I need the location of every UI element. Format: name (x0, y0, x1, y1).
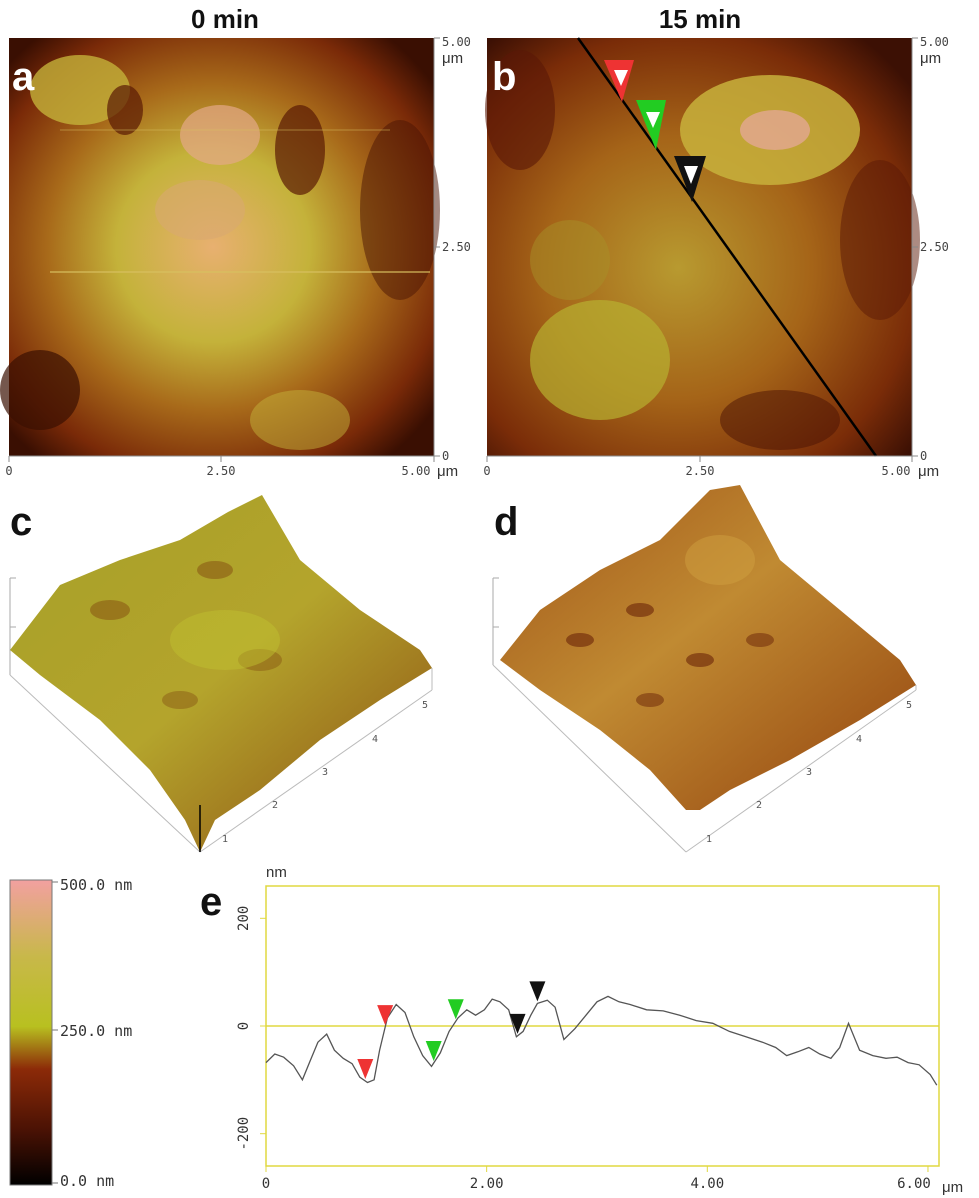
a-y-tick-0: 5.00 (442, 35, 471, 49)
c-tick-4: 4 (372, 734, 378, 745)
colorbar-label-min: 0.0 nm (60, 1172, 114, 1190)
profile-marker (425, 1041, 442, 1062)
c-tick-2: 2 (272, 800, 278, 811)
b-y-unit: μm (920, 50, 941, 67)
b-markers (604, 60, 706, 202)
b-y-tick-0: 5.00 (920, 35, 949, 49)
c-tick-5: 5 (422, 700, 428, 711)
b-x-tick-1: 2.50 (686, 464, 715, 478)
b-marker-green-inner (646, 112, 660, 128)
b-x-tick-0: 0 (483, 464, 490, 478)
panel-label-d: d (494, 500, 518, 544)
y-unit-label: nm (266, 864, 287, 881)
c-tick-1: 1 (222, 834, 228, 845)
profile-line (265, 995, 938, 1086)
panel-label-a: a (12, 55, 35, 99)
b-marker-black-inner (684, 166, 698, 184)
d-tick-5: 5 (906, 700, 912, 711)
title-0-min: 0 min (191, 4, 259, 34)
d-tick-3: 3 (806, 767, 812, 778)
b-x-tick-2: 5.00 (882, 464, 911, 478)
a-x-unit: μm (437, 463, 458, 480)
panel-label-c: c (10, 500, 32, 544)
height-colorbar (9, 879, 58, 1186)
profile-marker (529, 981, 546, 1002)
d-tick-4: 4 (856, 734, 862, 745)
x-tick-label: 6.00 (897, 1176, 931, 1192)
a-x-tick-0: 0 (5, 464, 12, 478)
profile-marker (509, 1013, 526, 1034)
x-tick-label: 4.00 (690, 1176, 724, 1192)
d-tick-1: 1 (706, 834, 712, 845)
a-y-unit: μm (442, 50, 463, 67)
y-tick-label: -200 (236, 1117, 252, 1151)
afm-image-b (485, 37, 920, 457)
afm-axes-b (486, 37, 918, 462)
x-tick-label: 2.00 (470, 1176, 504, 1192)
profile-marker (377, 1005, 394, 1026)
x-tick-label: 0 (262, 1176, 270, 1192)
b-y-tick-1: 2.50 (920, 240, 949, 254)
b-marker-red-inner (614, 70, 628, 86)
height-profile-chart: nm μm 0 2.00 4.00 6.00 200 0 -200 (236, 864, 963, 1196)
b-x-unit: μm (918, 463, 939, 480)
a-x-tick-1: 2.50 (207, 464, 236, 478)
profile-marker (447, 999, 464, 1020)
profile-marker (357, 1059, 374, 1079)
y-tick-label: 200 (236, 906, 252, 931)
c-tick-3: 3 (322, 767, 328, 778)
a-x-tick-2: 5.00 (402, 464, 431, 478)
title-15-min: 15 min (659, 4, 741, 34)
surface-3d-d: 1 2 3 4 5 (492, 485, 917, 853)
surface-3d-c: 1 2 3 4 5 (9, 495, 433, 853)
x-unit-label: μm (942, 1179, 963, 1196)
y-tick-label: 0 (236, 1022, 252, 1030)
colorbar-label-max: 500.0 nm (60, 876, 132, 894)
afm-image-a (0, 38, 440, 456)
afm-axes-a (8, 37, 440, 462)
panel-label-e: e (200, 880, 222, 924)
panel-label-b: b (492, 55, 516, 99)
d-tick-2: 2 (756, 800, 762, 811)
colorbar-label-mid: 250.0 nm (60, 1022, 132, 1040)
b-y-tick-2: 0 (920, 449, 927, 463)
a-y-tick-2: 0 (442, 449, 449, 463)
a-y-tick-1: 2.50 (442, 240, 471, 254)
